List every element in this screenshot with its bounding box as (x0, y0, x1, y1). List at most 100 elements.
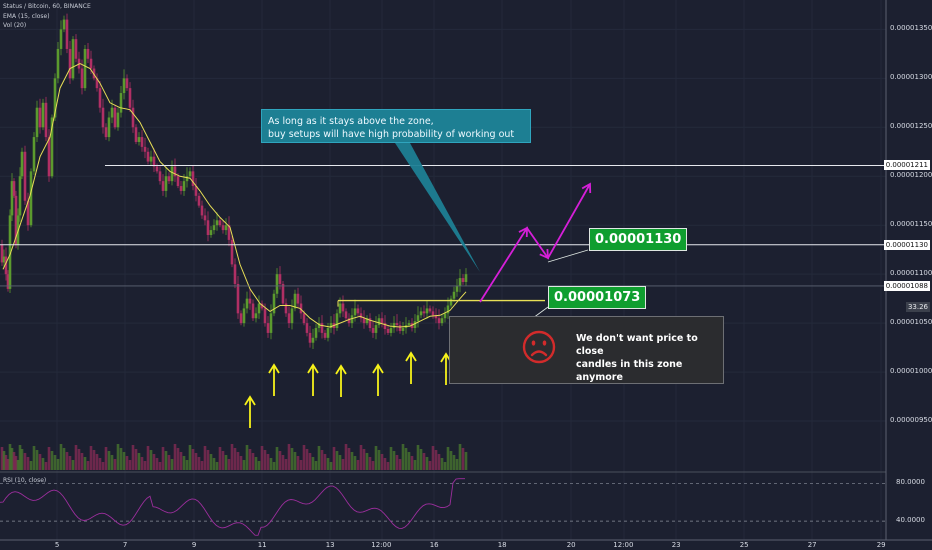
candle-body (425, 308, 429, 314)
volume-bar (113, 459, 117, 470)
yellow-up-arrow-head (244, 395, 256, 406)
candle-body (464, 274, 468, 282)
volume-bar (125, 456, 129, 470)
candle-body (407, 323, 411, 326)
candle-body (362, 318, 366, 324)
volume-bar (368, 457, 372, 470)
yellow-up-arrow-head (307, 363, 319, 374)
volume-bar (254, 457, 258, 470)
volume-bar (320, 450, 324, 470)
volume-bar (356, 460, 360, 470)
volume-bar (383, 458, 387, 470)
candle-body (107, 117, 111, 138)
volume-bar (104, 447, 108, 470)
candle-body (200, 205, 204, 216)
volume-bar (80, 453, 84, 470)
level-label-lower[interactable]: 0.00001073 (548, 286, 647, 309)
volume-bar (314, 461, 318, 470)
volume-bar (14, 456, 18, 470)
horizontal-levels (0, 143, 886, 319)
volume-bar (443, 462, 447, 470)
candle-body (320, 323, 324, 333)
volume-bar (185, 460, 189, 470)
volume-bar (200, 461, 204, 470)
candle-body (185, 176, 189, 182)
candle-body (8, 215, 12, 289)
volume-bar (389, 447, 393, 470)
candle-body (6, 274, 10, 289)
volume-bar (44, 462, 48, 470)
volume-bar (47, 447, 51, 470)
volume-bar (287, 444, 291, 470)
yellow-up-arrow-head (335, 364, 347, 375)
volume-bar (176, 448, 180, 470)
volume-bar (440, 458, 444, 470)
volume-bar (257, 461, 261, 470)
volume-bar (281, 455, 285, 470)
volume-bar (233, 448, 237, 470)
candle-body (170, 166, 174, 182)
volume-bar (392, 451, 396, 470)
volume-bar (32, 446, 36, 470)
candle-body (44, 102, 48, 138)
candle-body (116, 112, 120, 128)
candle-body (18, 176, 22, 216)
volume-bar (326, 458, 330, 470)
volume-bar (107, 451, 111, 470)
volume-bar (74, 445, 78, 470)
volume-bar (77, 449, 81, 470)
zone-note-box[interactable]: We don't want price to close candles in … (449, 316, 724, 384)
level-label-upper[interactable]: 0.00001130 (589, 228, 688, 251)
candle-body (146, 151, 150, 162)
candle-body (431, 311, 435, 316)
volume-bar (272, 462, 276, 470)
candle-body (194, 186, 198, 196)
candle-body (227, 225, 231, 240)
volume-bar (53, 455, 57, 470)
volume-bar (338, 455, 342, 470)
candle-body (353, 308, 357, 316)
price-tick-label: 0.00001350 (890, 24, 932, 33)
callout-note[interactable]: As long as it stays above the zone, buy … (261, 109, 531, 143)
volume-bar (242, 460, 246, 470)
volume-bar (398, 459, 402, 470)
candle-body (434, 315, 438, 319)
candle-body (86, 48, 90, 59)
candle-body (284, 303, 288, 314)
candle-body (338, 303, 342, 314)
time-tick-label: 12:00 (371, 541, 392, 549)
volume-bar (260, 446, 264, 470)
candle-body (371, 328, 375, 333)
volume-bar (50, 451, 54, 470)
time-tick-label: 16 (429, 541, 439, 549)
price-tick-label: 0.00001000 (890, 367, 932, 376)
volume-bars (0, 444, 468, 470)
candle-body (149, 156, 153, 162)
level-label-upper-text: 0.00001130 (595, 232, 682, 247)
candle-body (401, 328, 405, 331)
candle-body (122, 78, 126, 94)
volume-bar (266, 454, 270, 470)
volume-bar (353, 456, 357, 470)
volume-bar (0, 447, 4, 470)
projection-arrows (479, 182, 592, 303)
volume-bar (386, 462, 390, 470)
candle-body (143, 146, 147, 152)
volume-bar (68, 456, 72, 470)
candle-body (104, 127, 108, 138)
volume-bar (449, 451, 453, 470)
candle-body (257, 303, 261, 314)
candle-body (326, 328, 330, 338)
volume-bar (407, 452, 411, 470)
candle-body (452, 291, 456, 299)
volume-bar (431, 446, 435, 470)
candle-body (266, 323, 270, 333)
candle-body (341, 303, 345, 312)
volume-bar (119, 448, 123, 470)
volume-bar (89, 446, 93, 470)
candle-body (80, 68, 84, 89)
candle-body (344, 311, 348, 319)
volume-bar (341, 459, 345, 470)
volume-bar (137, 453, 141, 470)
